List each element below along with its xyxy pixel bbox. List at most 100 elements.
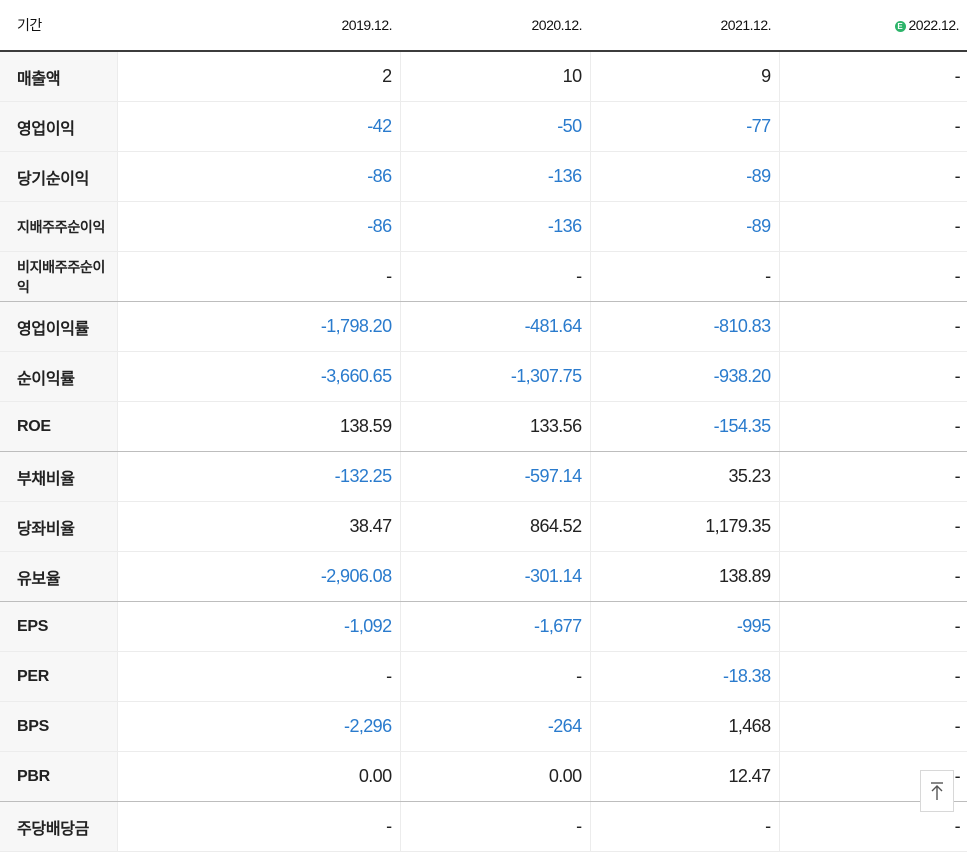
table-cell: -50 (399, 101, 590, 152)
row-label: PER (0, 651, 117, 702)
table-cell: -86 (116, 151, 400, 202)
table-cell: -89 (589, 151, 779, 202)
table-cell: - (778, 151, 967, 202)
table-cell: -154.35 (589, 401, 779, 452)
table-cell: 12.47 (589, 751, 779, 802)
table-cell: -481.64 (399, 301, 590, 352)
table-row: 매출액 2 10 9- (0, 51, 967, 102)
table-row: ROE 138.59 133.56 -154.35- (0, 401, 967, 452)
table-cell: - (778, 501, 967, 552)
table-cell: 38.47 (116, 501, 400, 552)
table-cell: -77 (589, 101, 779, 152)
table-cell: - (399, 251, 590, 302)
table-cell: - (778, 251, 967, 302)
table-row: 순이익률 -3,660.65 -1,307.75 -938.20- (0, 351, 967, 402)
table-cell: 0.00 (399, 751, 590, 802)
table-cell: -42 (116, 101, 400, 152)
table-cell: - (778, 551, 967, 602)
table-cell: 9 (589, 51, 779, 102)
period-header-2021: 2021.12. (590, 0, 779, 52)
table-cell: - (778, 701, 967, 752)
table-row: 지배주주순이익 -86 -136 -89- (0, 201, 967, 252)
row-label: ROE (0, 401, 117, 452)
table-row: 주당배당금 - - - - (0, 801, 967, 852)
table-cell: -597.14 (399, 451, 590, 502)
table-cell: 0.00 (116, 751, 400, 802)
table-cell: 1,179.35 (589, 501, 779, 552)
period-header-2022-label: 2022.12. (908, 17, 960, 33)
period-header-label: 기간 (0, 0, 117, 52)
table-row: PER - - -18.38- (0, 651, 967, 702)
table-cell: - (116, 251, 400, 302)
period-header-2020: 2020.12. (400, 0, 590, 52)
row-label: PBR (0, 751, 117, 802)
table-row: 유보율 -2,906.08 -301.14 138.89- (0, 551, 967, 602)
table-row: 부채비율 -132.25 -597.14 35.23- (0, 451, 967, 502)
table-cell: -810.83 (589, 301, 779, 352)
table-cell: -938.20 (589, 351, 779, 402)
table-cell: 10 (399, 51, 590, 102)
table-cell: - (778, 201, 967, 252)
row-label: 영업이익 (0, 101, 117, 152)
table-cell: -1,092 (116, 601, 400, 652)
table-cell: -995 (589, 601, 779, 652)
row-label: 지배주주순이익 (0, 201, 117, 252)
table-cell: - (778, 601, 967, 652)
table-row: 당좌비율 38.47 864.52 1,179.35- (0, 501, 967, 552)
table-cell: - (778, 351, 967, 402)
table-cell: -301.14 (399, 551, 590, 602)
scroll-to-top-button[interactable] (920, 770, 954, 812)
table-cell: 138.89 (589, 551, 779, 602)
table-row: EPS -1,092 -1,677 -995- (0, 601, 967, 652)
row-label: 부채비율 (0, 451, 117, 502)
table-cell: -136 (399, 151, 590, 202)
row-label: 영업이익률 (0, 301, 117, 352)
table-cell: - (778, 51, 967, 102)
table-cell: -264 (399, 701, 590, 752)
table-cell: -132.25 (116, 451, 400, 502)
table-row: 당기순이익 -86 -136 -89- (0, 151, 967, 202)
table-cell: - (399, 801, 590, 852)
row-label: 주당배당금 (0, 801, 117, 852)
table-row: 영업이익률 -1,798.20 -481.64 -810.83- (0, 301, 967, 352)
table-cell: -2,296 (116, 701, 400, 752)
row-label: 비지배주주순이익 (0, 251, 117, 302)
table-cell: -3,660.65 (116, 351, 400, 402)
row-label: 당기순이익 (0, 151, 117, 202)
period-header-2022-estimate: E 2022.12. (779, 0, 967, 52)
row-label: 당좌비율 (0, 501, 117, 552)
table-cell: - (116, 801, 400, 852)
table-cell: -1,307.75 (399, 351, 590, 402)
table-cell: 864.52 (399, 501, 590, 552)
table-cell: 35.23 (589, 451, 779, 502)
row-label: 순이익률 (0, 351, 117, 402)
table-cell: 138.59 (116, 401, 400, 452)
table-cell: - (399, 651, 590, 702)
table-cell: - (778, 101, 967, 152)
table-cell: 1,468 (589, 701, 779, 752)
table-cell: 2 (116, 51, 400, 102)
table-cell: -1,798.20 (116, 301, 400, 352)
table-cell: 133.56 (399, 401, 590, 452)
table-cell: - (778, 651, 967, 702)
row-label: 매출액 (0, 51, 117, 102)
table-cell: - (116, 651, 400, 702)
table-row: PBR 0.00 0.00 12.47- (0, 751, 967, 802)
table-cell: -136 (399, 201, 590, 252)
table-cell: - (778, 401, 967, 452)
row-label: EPS (0, 601, 117, 652)
table-cell: - (589, 801, 779, 852)
table-cell: -89 (589, 201, 779, 252)
table-cell: - (778, 451, 967, 502)
table-cell: - (589, 251, 779, 302)
row-label: 유보율 (0, 551, 117, 602)
table-row: 비지배주주순이익 - - - - (0, 251, 967, 302)
table-cell: -1,677 (399, 601, 590, 652)
period-header-2019: 2019.12. (117, 0, 400, 52)
table-cell: - (778, 301, 967, 352)
header-row: 기간 2019.12. 2020.12. 2021.12. E 2022.12. (0, 0, 967, 52)
table-row: BPS -2,296 -264 1,468- (0, 701, 967, 752)
table-row: 영업이익 -42 -50 -77- (0, 101, 967, 152)
table-cell: -86 (116, 201, 400, 252)
